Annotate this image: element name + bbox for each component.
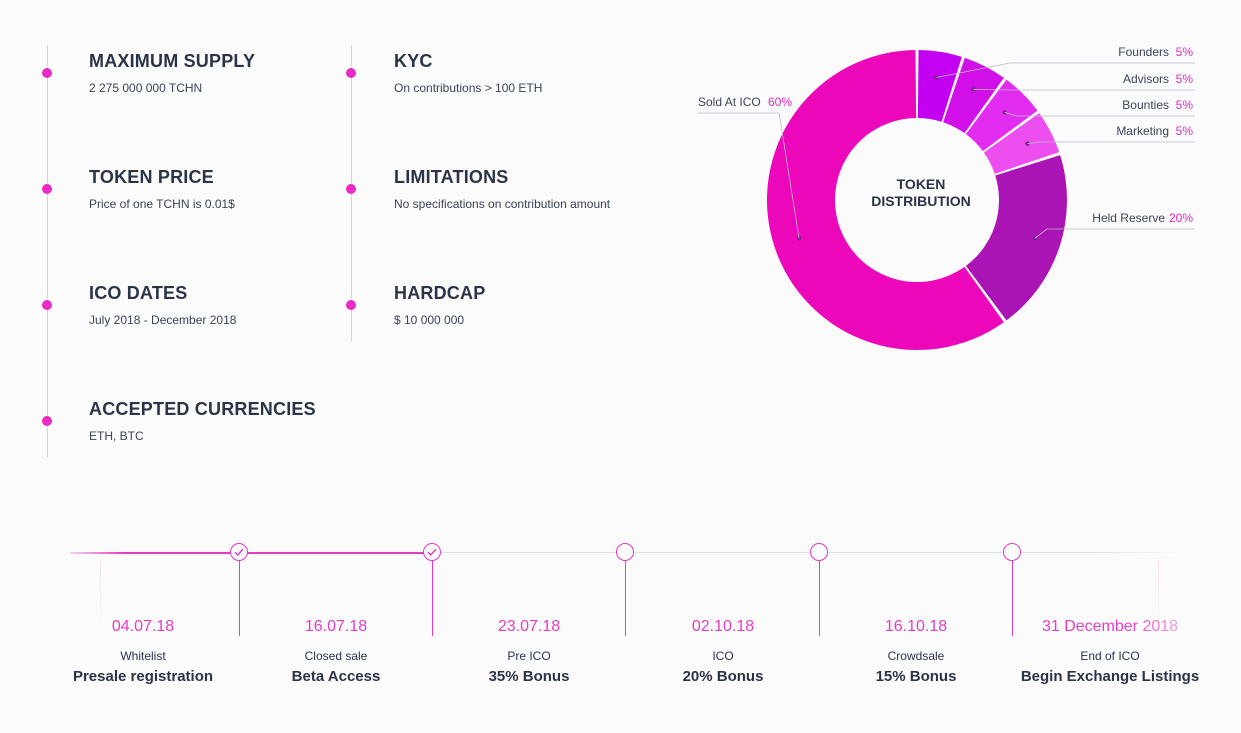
chart-legend-label: Marketing [1116,124,1169,138]
timeline-date: 23.07.18 [497,618,561,635]
timeline-drop-line [625,560,626,636]
timeline-detail: Beta Access [291,668,381,685]
timeline-stage: Closed sale [304,649,368,663]
info-bullet [42,416,52,426]
chart-data-label: 20% [1169,211,1193,225]
timeline-date: 31 December 2018 [1020,618,1200,636]
timeline-checkpoint-done [423,543,441,561]
timeline-progress [70,552,432,554]
info-title-kyc: KYC [394,51,433,71]
info-title-token-price: TOKEN PRICE [89,167,214,187]
info-bullet [346,300,356,310]
chart-leader-line [1034,228,1195,239]
info-value-token-price: Price of one TCHN is 0.01$ [89,197,235,211]
info-bullet [42,184,52,194]
info-title-max-supply: MAXIMUM SUPPLY [89,51,256,71]
chart-leader-line [936,62,1195,78]
info-value-currencies: ETH, BTC [89,429,144,443]
timeline-drop-line [1012,560,1013,636]
timeline-stage: ICO [712,649,734,663]
chart-slice-advisors [943,57,1004,134]
timeline-date: 16.10.18 [884,618,948,635]
info-value-kyc: On contributions > 100 ETH [394,81,543,95]
check-icon [234,548,244,557]
info-value-max-supply: 2 275 000 000 TCHN [89,81,203,95]
timeline-detail: Presale registration [72,668,214,685]
timeline-date: 04.07.18 [111,618,175,635]
info-left-timeline-line [47,45,48,457]
timeline-date: 02.10.18 [691,618,755,635]
timeline-checkpoint-done [230,543,248,561]
timeline-stage: Pre ICO [507,649,551,663]
timeline-checkpoint [616,543,634,561]
chart-data-label: 5% [1176,45,1194,59]
timeline-detail: Begin Exchange Listings [1020,668,1200,685]
timeline-detail: 15% Bonus [875,668,957,685]
chart-data-label: 5% [1176,72,1194,86]
timeline-checkpoint [1003,543,1021,561]
timeline-detail: 20% Bonus [682,668,764,685]
chart-leader-line [697,112,800,239]
info-value-limitations: No specifications on contribution amount [394,197,611,211]
timeline-stage: Whitelist [120,649,166,663]
info-bullet [346,68,356,78]
chart-slice-founders [917,50,962,122]
info-title-limitations: LIMITATIONS [394,167,509,187]
info-title-hardcap: HARDCAP [394,283,486,303]
info-title-ico-dates: ICO DATES [89,283,188,303]
chart-legend-label: Advisors [1123,72,1169,86]
chart-leader-line [1027,141,1195,145]
chart-slice-bounties [965,79,1038,152]
chart-legend-label: Founders [1118,45,1169,59]
timeline-drop-line [432,560,433,636]
chart-data-label: 5% [1176,98,1194,112]
timeline-date: 16.07.18 [304,618,368,635]
info-bullet [42,68,52,78]
info-value-hardcap: $ 10 000 000 [394,313,465,327]
chart-leader-line [1004,111,1195,117]
info-title-currencies: ACCEPTED CURRENCIES [89,399,316,419]
info-value-ico-dates: July 2018 - December 2018 [89,313,237,327]
info-bullet [346,184,356,194]
timeline-drop-line [239,560,240,636]
chart-slice-held-reserve [965,155,1067,321]
chart-slice-marketing [983,113,1060,174]
chart-leader-dot [934,75,939,80]
timeline-checkpoint [810,543,828,561]
timeline-stage: Crowdsale [887,649,945,663]
chart-legend-label: Sold At ICO [698,95,761,109]
info-bullet [42,300,52,310]
chart-data-label: 60% [768,95,792,109]
chart-legend-label: Held Reserve [1092,211,1165,225]
timeline-detail: 35% Bonus [488,668,570,685]
timeline-drop-line [819,560,820,636]
timeline-edge-tick [1158,560,1159,636]
timeline-edge-tick [100,560,101,636]
chart-data-label: 5% [1176,124,1194,138]
chart-center-title: TOKEN DISTRIBUTION [871,176,971,209]
chart-slice-sold-at-ico [767,50,1004,350]
timeline-stage: End of ICO [1080,649,1140,663]
check-icon [427,548,437,557]
chart-legend-label: Bounties [1122,98,1169,112]
